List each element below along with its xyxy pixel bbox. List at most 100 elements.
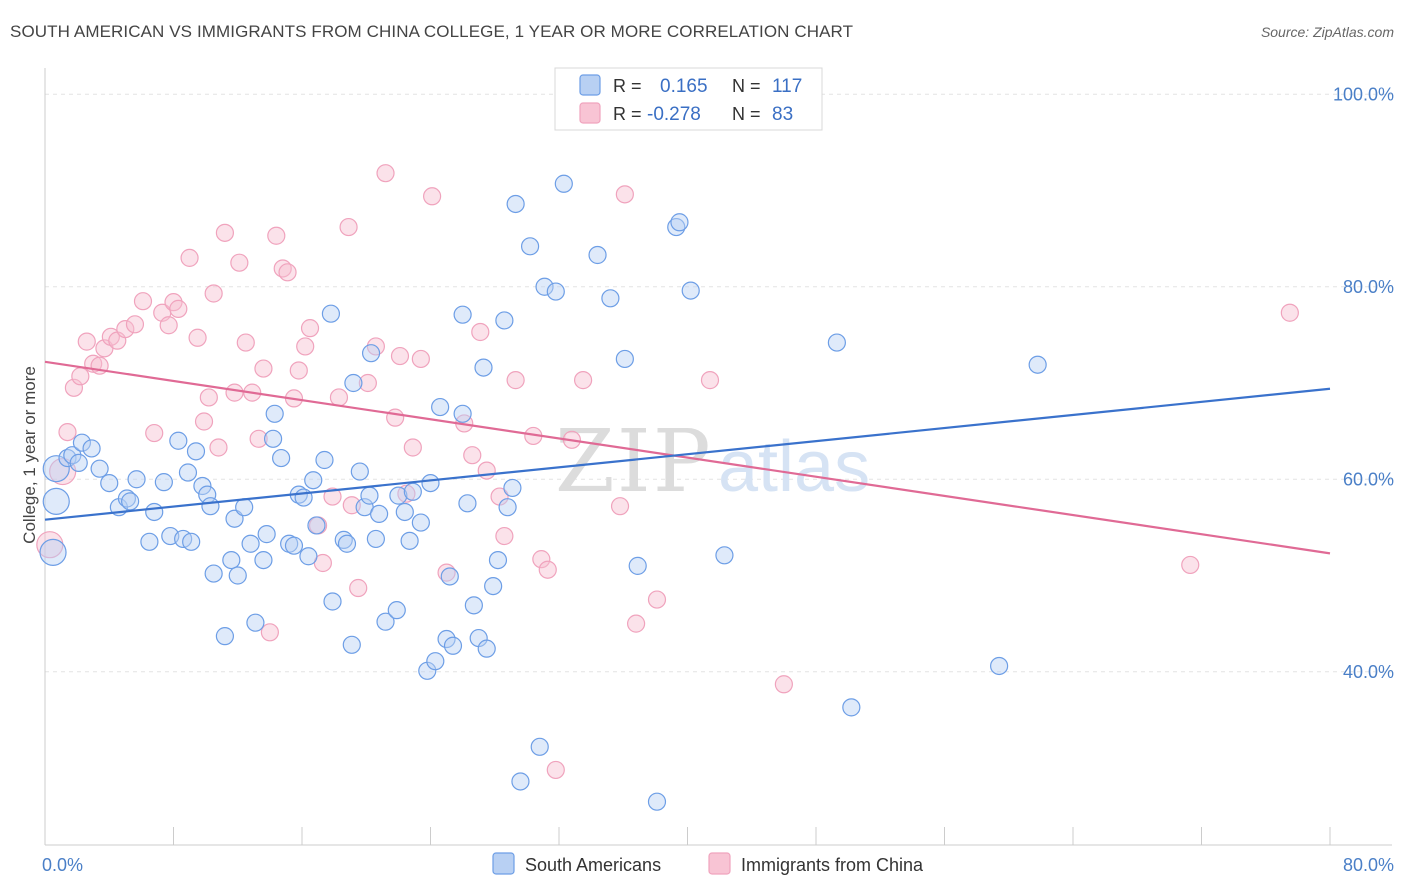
y-tick-label-2: 60.0% — [1343, 469, 1394, 489]
south-americans-point — [294, 488, 313, 507]
china-point — [358, 373, 377, 393]
south-americans-point — [411, 513, 430, 532]
series-south-americans — [39, 174, 1047, 811]
china-point — [339, 217, 358, 237]
south-americans-point — [39, 538, 67, 567]
china-point — [506, 371, 525, 390]
south-americans-point — [201, 497, 220, 516]
x-tick-labels: 0.0% 80.0% — [42, 855, 1394, 875]
south-americans-point — [246, 613, 265, 632]
south-americans-point — [554, 174, 573, 193]
south-americans-point — [488, 550, 508, 570]
south-americans-point — [366, 529, 385, 549]
y-tick-label-3: 40.0% — [1343, 662, 1394, 682]
south-americans-point — [154, 473, 173, 492]
south-americans-point — [121, 492, 140, 511]
china-point — [289, 361, 308, 380]
south-americans-point — [272, 448, 291, 468]
china-point — [471, 322, 490, 342]
south-americans-point — [263, 429, 283, 448]
south-americans-point — [376, 612, 395, 631]
china-point — [323, 487, 342, 506]
china-point — [180, 248, 199, 267]
x-tick-label-1: 80.0% — [1343, 855, 1394, 875]
south-americans-point — [715, 546, 734, 565]
legend-n-value-1: 117 — [772, 76, 802, 97]
south-americans-point — [370, 504, 389, 524]
south-americans-point — [182, 532, 201, 551]
china-point — [610, 497, 630, 516]
chart-title: SOUTH AMERICAN VS IMMIGRANTS FROM CHINA … — [10, 22, 854, 41]
south-americans-point — [503, 478, 522, 498]
china-point — [116, 320, 135, 339]
china-point — [125, 315, 145, 334]
south-americans-point — [443, 636, 463, 655]
china-point — [647, 590, 667, 609]
south-americans-point — [58, 448, 77, 468]
source-label: Source: ZipAtlas.com — [1260, 24, 1394, 40]
south-americans-point — [421, 474, 440, 493]
south-americans-point — [453, 305, 472, 324]
watermark-zip: ZIP — [555, 412, 713, 512]
south-americans-point — [535, 277, 554, 296]
south-americans-point — [140, 532, 159, 551]
china-point — [249, 429, 268, 448]
bottom-legend-swatch-blue — [492, 852, 515, 875]
south-americans-point — [82, 439, 101, 458]
south-americans-point — [437, 629, 456, 649]
bottom-legend-label-pink: Immigrants from China — [741, 855, 924, 875]
china-point — [349, 578, 368, 598]
south-americans-point — [389, 486, 408, 505]
china-point — [159, 316, 178, 335]
south-americans-point — [344, 373, 363, 393]
china-point — [495, 526, 514, 546]
south-americans-point — [222, 550, 241, 570]
china-point — [58, 422, 77, 442]
trend-line-china — [44, 360, 1331, 555]
south-americans-point — [204, 564, 223, 583]
x-tick-label-0: 0.0% — [42, 855, 83, 875]
china-point — [386, 408, 405, 427]
china-point — [615, 185, 634, 204]
legend-r-label-1: R = — [613, 76, 642, 96]
legend-n-label-2: N = — [732, 104, 761, 124]
south-americans-point — [827, 333, 846, 352]
china-point — [230, 253, 249, 272]
china-point — [64, 378, 84, 397]
south-americans-point — [670, 213, 689, 232]
south-americans-point — [588, 245, 607, 265]
legend-r-value-1: 0.165 — [660, 76, 708, 97]
south-americans-point — [299, 547, 318, 566]
china-point — [573, 371, 593, 390]
south-americans-point — [440, 567, 459, 586]
south-americans-point — [458, 494, 477, 513]
legend-n-label-1: N = — [732, 76, 761, 96]
china-point — [145, 423, 164, 443]
south-americans-point — [241, 534, 260, 553]
legend-swatch-blue — [579, 74, 601, 96]
south-americans-point — [323, 592, 342, 611]
y-axis-label: College, 1 year or more — [20, 366, 39, 544]
south-americans-point — [215, 627, 234, 646]
legend-box: R = 0.165 N = 117 R = -0.278 N = 83 — [554, 67, 823, 131]
south-americans-point — [1028, 355, 1047, 374]
china-point — [300, 319, 320, 338]
china-point — [225, 383, 244, 402]
china-point — [700, 371, 720, 390]
south-americans-point — [342, 635, 361, 654]
china-point — [77, 332, 96, 351]
south-americans-point — [42, 487, 70, 515]
south-americans-point — [842, 698, 861, 717]
y-tick-label-1: 80.0% — [1343, 277, 1394, 297]
south-americans-point — [426, 652, 445, 671]
south-americans-point — [42, 455, 70, 483]
china-point — [278, 263, 297, 282]
south-americans-point — [506, 194, 525, 214]
south-americans-point — [453, 404, 472, 423]
south-americans-point — [495, 311, 514, 330]
south-americans-point — [315, 450, 334, 470]
china-point — [329, 388, 349, 407]
south-americans-point — [257, 525, 276, 544]
china-point — [626, 614, 646, 633]
south-americans-point — [667, 217, 686, 237]
